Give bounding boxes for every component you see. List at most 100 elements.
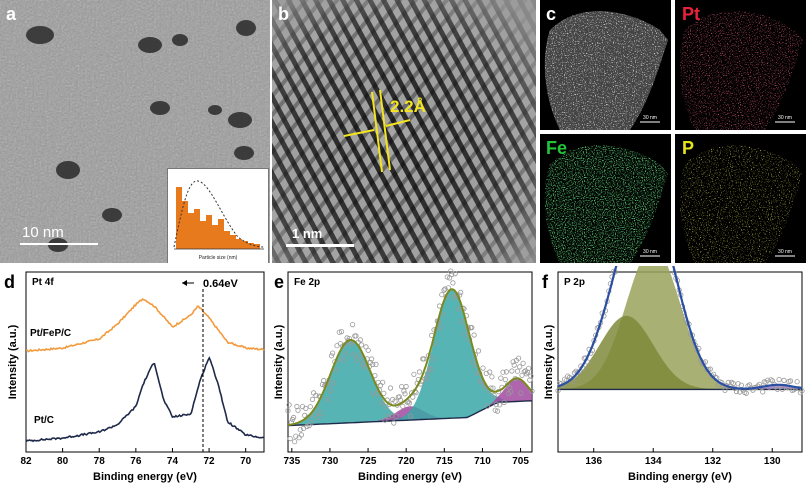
x-tick-label: 78	[94, 456, 106, 467]
data-point	[735, 381, 741, 387]
data-point	[385, 413, 391, 419]
x-tick-label: 735	[283, 456, 300, 467]
data-point	[445, 285, 451, 291]
data-point	[391, 420, 397, 426]
data-point	[709, 373, 715, 379]
scale-bar-label: 10 nm	[22, 224, 64, 241]
x-tick-label: 130	[764, 456, 781, 467]
lattice-spacing-label: 2.2Å	[390, 97, 426, 116]
x-axis-label: Binding energy (eV)	[93, 471, 197, 483]
fit-component-peak	[558, 315, 802, 390]
data-point	[462, 331, 468, 338]
data-point	[730, 380, 736, 387]
data-point	[403, 383, 409, 390]
data-point	[489, 374, 495, 380]
p2p-chart: 136 134 132 130 P 2p Binding energy (eV) In…	[543, 266, 805, 483]
data-point	[308, 420, 315, 426]
eds-scale-label: 30 nm	[778, 115, 792, 121]
shift-annotation: 0.64eV	[203, 278, 239, 290]
data-point	[470, 359, 476, 365]
data-point	[290, 414, 297, 421]
y-axis-label: Intensity (a.u.)	[273, 324, 285, 399]
panel-c-eds-maps: 30 nm 30 nm 30 nm 30 nm c Pt Fe P	[540, 0, 806, 263]
data-point	[765, 377, 771, 383]
scale-bar-line	[20, 243, 98, 245]
x-tick-label: 715	[436, 456, 453, 467]
tem-texture	[0, 0, 270, 263]
data-point	[400, 403, 406, 409]
scale-bar-label: 1 nm	[292, 226, 323, 241]
x-tick-label: 134	[645, 456, 662, 467]
eds-map-grid: 30 nm 30 nm 30 nm 30 nm	[540, 0, 806, 263]
panel-letter-e: e	[274, 272, 285, 292]
x-axis-label: Binding energy (eV)	[628, 471, 732, 483]
data-point	[365, 347, 371, 353]
data-point	[303, 405, 309, 411]
data-point	[315, 414, 321, 420]
x-tick-label: 74	[167, 456, 179, 467]
series-label-pt-fep-c: Pt/FeP/C	[30, 328, 71, 339]
data-point	[747, 382, 753, 388]
data-point	[295, 407, 301, 413]
data-point	[776, 377, 782, 383]
data-point	[341, 357, 347, 364]
data-point	[498, 375, 504, 381]
data-point	[459, 318, 465, 325]
series-label-pt-c: Pt/C	[34, 415, 54, 426]
data-point	[416, 369, 423, 375]
series-pt-c	[25, 356, 265, 443]
fe2p-chart: 735 730 725 720 715 710 705 Fe 2p Binding ener…	[273, 268, 535, 483]
data-point	[379, 400, 385, 406]
data-point	[487, 369, 493, 375]
data-point	[383, 404, 389, 410]
data-point	[422, 376, 428, 382]
series-pt-fep-c	[25, 298, 265, 353]
scale-bar-line	[286, 244, 354, 247]
data-point	[348, 340, 355, 347]
data-point	[307, 404, 313, 410]
data-point	[494, 408, 501, 414]
x-tick-label: 705	[512, 456, 529, 467]
data-point	[318, 410, 325, 416]
fit-envelope	[557, 266, 803, 390]
baseline	[287, 400, 533, 427]
data-point	[471, 332, 477, 338]
inset-histogram: Particle size (nm)	[173, 180, 265, 261]
data-point	[704, 367, 710, 373]
data-point	[380, 379, 386, 385]
data-point	[483, 370, 489, 377]
x-tick-label: 710	[474, 456, 491, 467]
data-point	[344, 335, 350, 341]
data-point	[381, 390, 387, 396]
data-point	[480, 365, 486, 371]
data-point	[449, 271, 455, 278]
data-point	[475, 348, 482, 354]
data-point	[338, 328, 345, 335]
data-point	[356, 352, 362, 358]
data-point	[421, 356, 427, 362]
data-point	[503, 369, 509, 375]
data-point	[327, 388, 333, 394]
fit-component-peak	[288, 340, 532, 426]
data-point	[774, 386, 780, 392]
data-point	[298, 432, 304, 438]
data-point	[354, 357, 360, 363]
chart-title: Pt 4f	[32, 277, 54, 288]
panel-d-pt4f-xps: 82 80 78 76 74 72 70 0.64eV Pt 4f Pt/FeP/C Pt/…	[0, 266, 270, 485]
data-point	[286, 402, 292, 408]
panel-b-hrtem-image: 2.2Å b 1 nm	[272, 0, 536, 263]
data-point	[428, 366, 434, 373]
data-point	[358, 342, 365, 348]
data-point	[492, 407, 498, 413]
data-point	[441, 287, 447, 293]
data-point	[387, 385, 394, 391]
y-axis-label: Intensity (a.u.)	[543, 324, 555, 399]
data-point	[500, 369, 506, 375]
data-point	[738, 382, 744, 388]
panel-f-p2p-xps: 136 134 132 130 P 2p Binding energy (eV) In…	[540, 266, 806, 485]
eds-label-pt: Pt	[682, 4, 700, 24]
data-point	[510, 359, 516, 365]
data-point	[329, 350, 336, 356]
data-point	[733, 388, 740, 395]
pt4f-chart: 82 80 78 76 74 72 70 0.64eV Pt 4f Pt/FeP/C Pt/…	[7, 271, 265, 483]
